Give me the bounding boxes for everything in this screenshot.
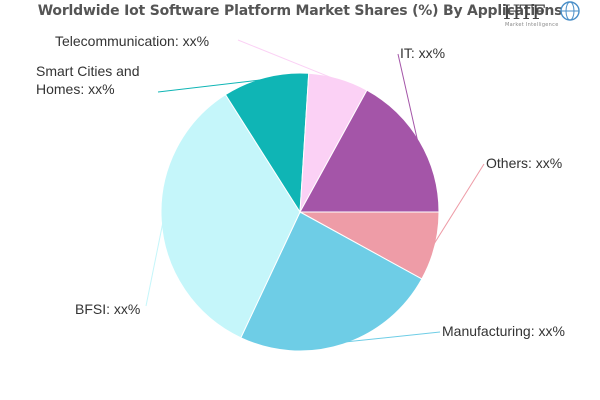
globe-icon [560,1,580,21]
pie-slice-smart-cities-and-homes [224,72,310,214]
logo-subtitle: Market Intelligence [505,22,559,28]
leader-line-others [432,163,485,247]
slice-label-bfsi: BFSI: xx% [75,301,140,317]
chart-title: Worldwide Iot Software Platform Market S… [37,3,563,19]
slice-label-manufacturing: Manufacturing: xx% [442,323,565,339]
logo-mark: HTF [503,0,546,24]
leader-line-manufacturing [342,331,441,343]
leader-line-smart-cities-and-homes [157,78,266,93]
pie-slice-manufacturing [240,211,423,352]
slice-label-telecommunication: Telecommunication: xx% [55,33,209,49]
leader-line-it [397,53,419,143]
htf-logo: HTF Market Intelligence [503,0,591,34]
slice-label-smart-cities-and-homes: Smart Cities and Homes: xx% [36,63,139,97]
leader-line-bfsi [145,220,164,307]
leader-line-telecommunication [237,39,339,81]
pie-slice-it [299,89,440,213]
pie-slice-bfsi [160,93,301,339]
slice-label-others: Others: xx% [486,155,562,171]
slice-label-it: IT: xx% [400,45,445,61]
